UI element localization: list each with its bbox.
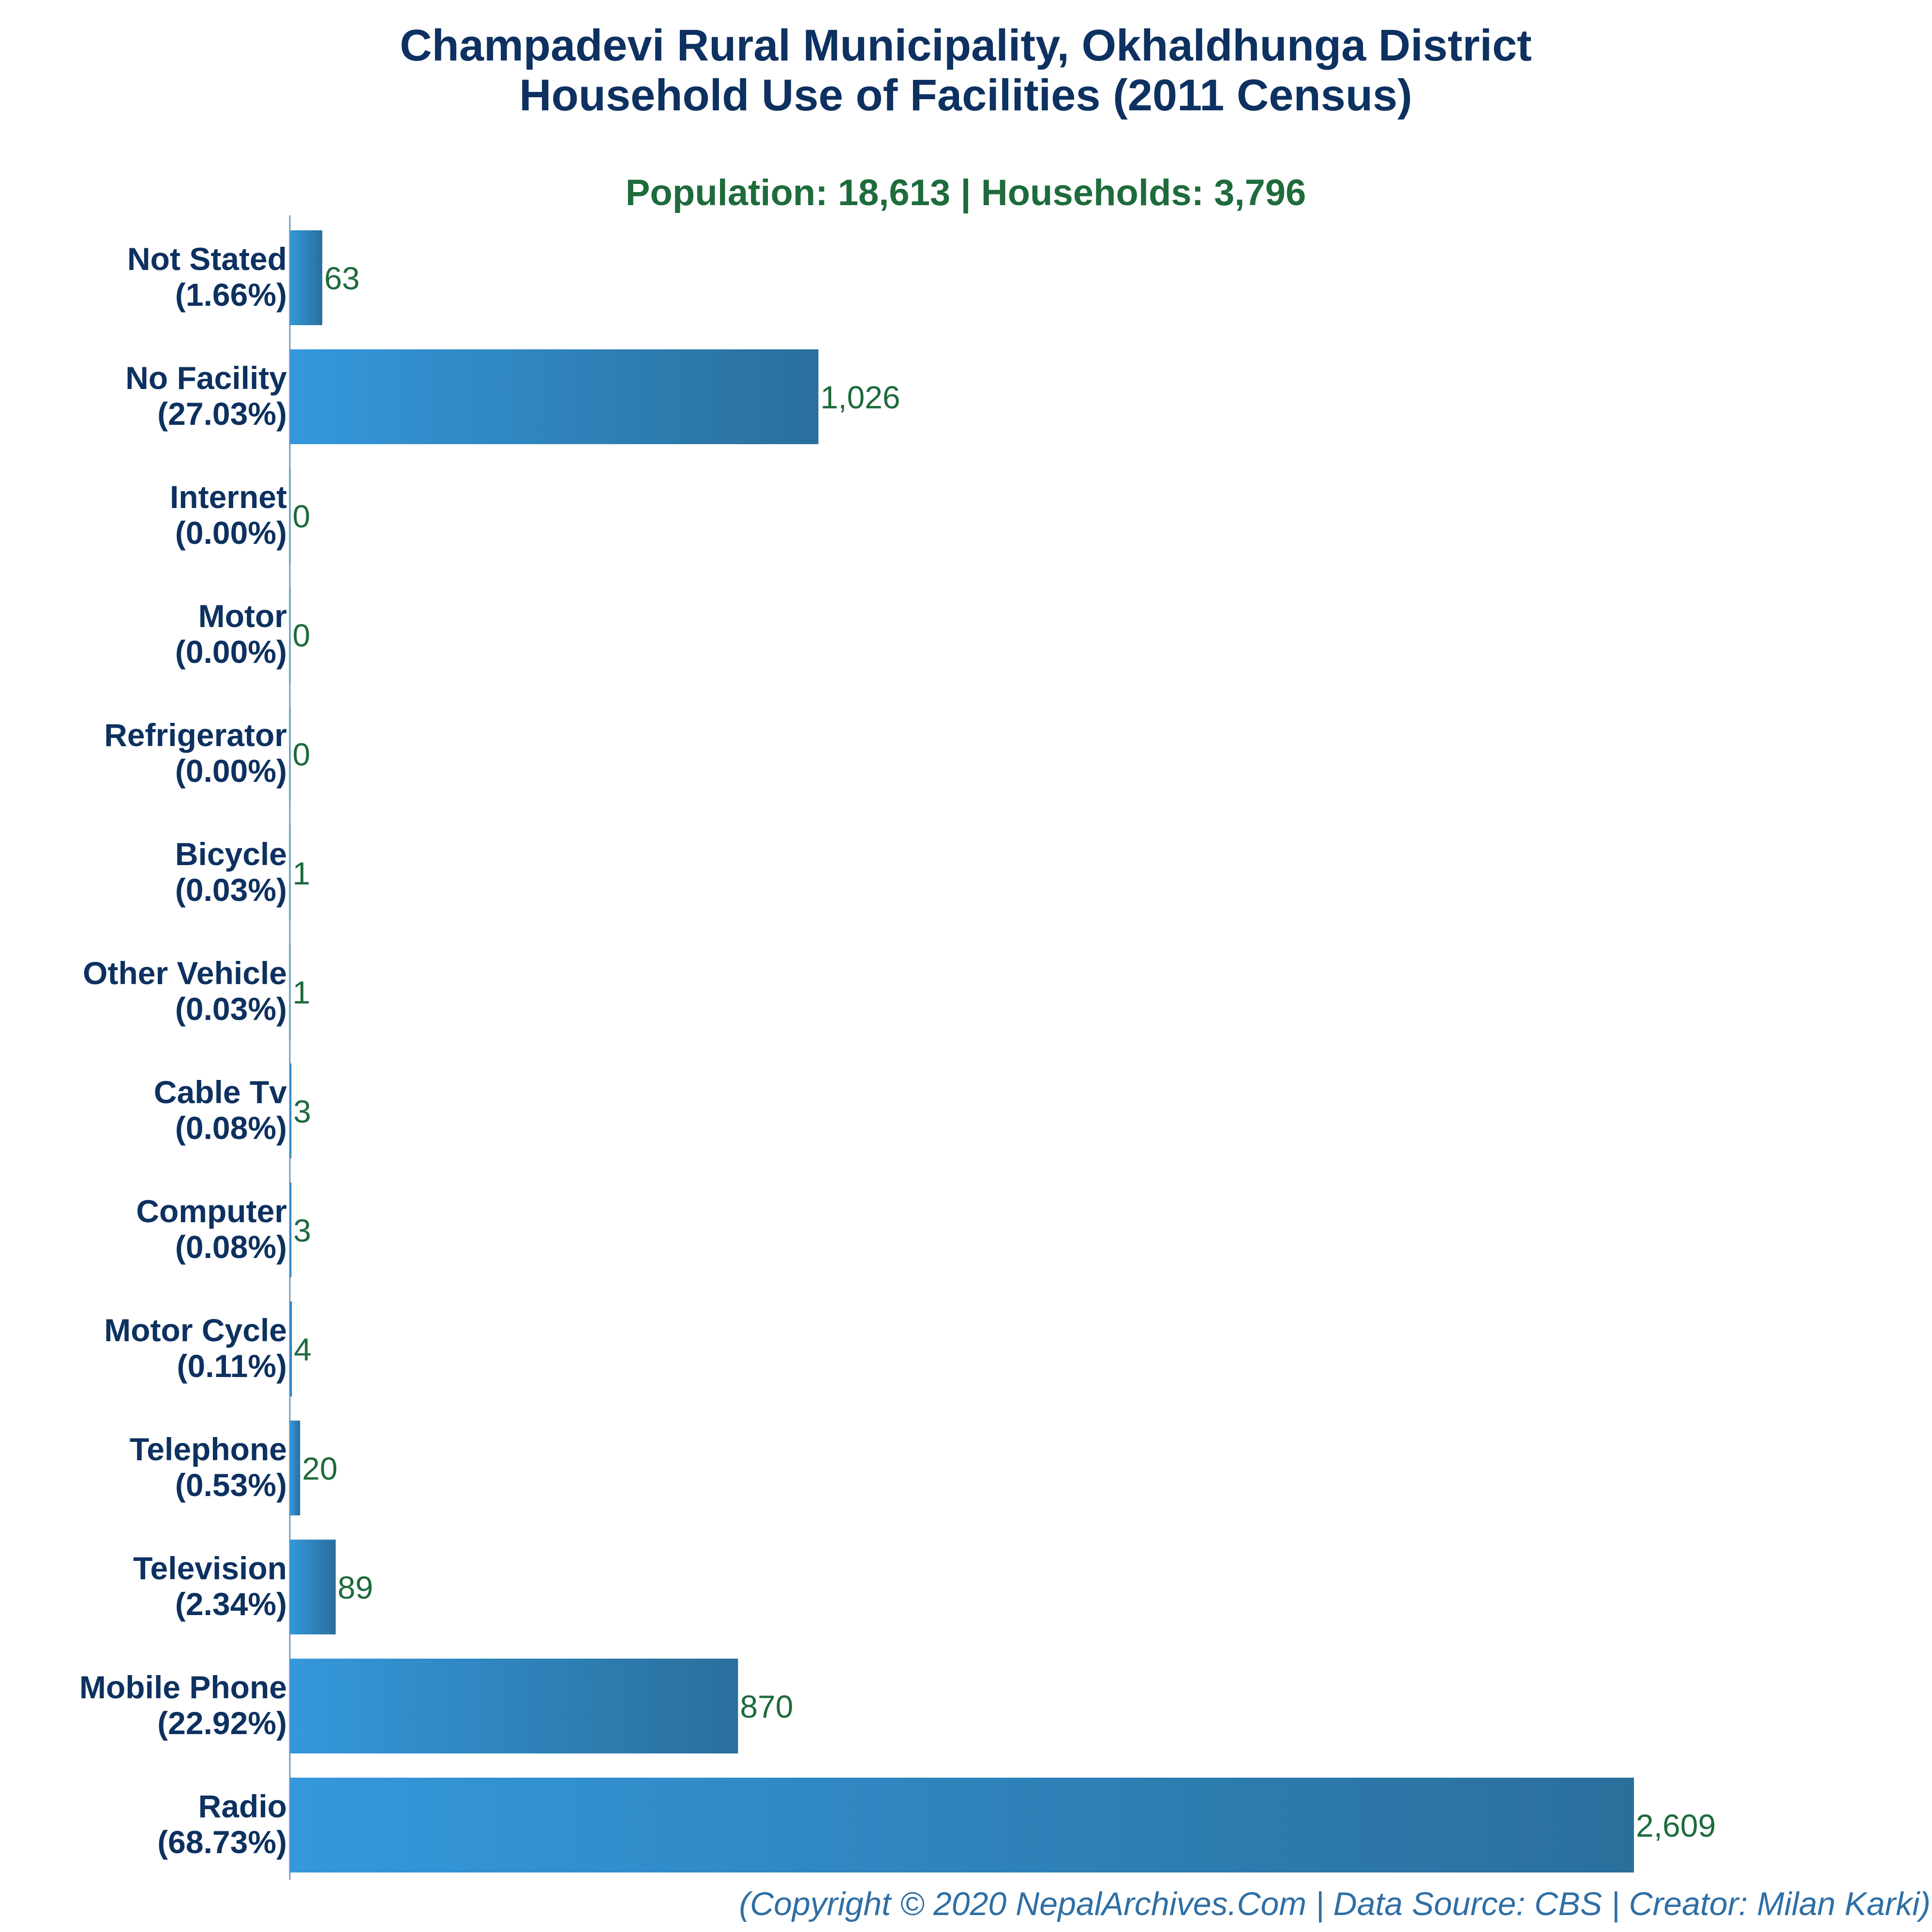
value-label: 1 (293, 974, 311, 1010)
category-label: Motor Cycle (104, 1312, 287, 1348)
category-label: Telephone (130, 1431, 287, 1467)
value-label: 89 (338, 1570, 373, 1605)
category-label: No Facility (125, 360, 287, 396)
category-label: Other Vehicle (83, 955, 287, 991)
category-percent-label: (0.03%) (175, 991, 287, 1027)
bars-group: Not Stated(1.66%) 63 No Facility(27.03%) 1,… (79, 230, 1716, 1872)
bar-not-stated (290, 230, 323, 325)
category-percent-label: (0.03%) (175, 872, 287, 908)
value-label: 870 (740, 1689, 793, 1724)
value-label: 63 (324, 260, 359, 296)
value-label: 0 (293, 617, 311, 653)
category-percent-label: (2.34%) (175, 1586, 287, 1622)
category-percent-label: (0.00%) (175, 753, 287, 789)
value-label: 3 (293, 1093, 311, 1129)
chart-title-line-1: Champadevi Rural Municipality, Okhaldhun… (400, 21, 1532, 70)
bar-motor-cycle (290, 1302, 292, 1396)
category-label: Computer (136, 1193, 287, 1229)
category-label: Television (133, 1550, 287, 1586)
category-label: Cable Tv (154, 1074, 287, 1110)
category-percent-label: (0.00%) (175, 634, 287, 670)
bar-no-facility (290, 349, 819, 444)
bar-internet (290, 468, 291, 563)
category-percent-label: (68.73%) (157, 1824, 287, 1860)
category-percent-label: (0.08%) (175, 1229, 287, 1265)
category-percent-label: (0.53%) (175, 1467, 287, 1503)
value-label: 20 (302, 1451, 337, 1486)
category-label: Mobile Phone (79, 1669, 287, 1705)
category-label: Radio (198, 1788, 287, 1824)
category-label: Refrigerator (104, 717, 287, 753)
bar-cable-tv (290, 1063, 292, 1158)
bar-refrigerator (290, 706, 291, 801)
value-label: 0 (293, 736, 311, 772)
category-label: Internet (170, 479, 287, 515)
bar-television (290, 1540, 336, 1634)
chart-title-line-2: Household Use of Facilities (2011 Census… (519, 71, 1412, 120)
bar-computer (290, 1183, 292, 1277)
value-label: 4 (294, 1332, 312, 1367)
value-label: 0 (293, 498, 311, 534)
category-label: Bicycle (175, 836, 287, 872)
category-label: Not Stated (127, 241, 287, 277)
value-label: 1 (293, 855, 311, 891)
category-percent-label: (22.92%) (157, 1705, 287, 1741)
bar-radio (290, 1778, 1634, 1872)
bar-bicycle (290, 825, 291, 920)
bar-other-vehicle (290, 944, 291, 1039)
bar-motor (290, 587, 291, 682)
chart-footer: (Copyright © 2020 NepalArchives.Com | Da… (739, 1886, 1931, 1922)
category-percent-label: (0.08%) (175, 1110, 287, 1146)
category-percent-label: (0.00%) (175, 515, 287, 551)
category-percent-label: (27.03%) (157, 396, 287, 432)
bar-telephone (290, 1421, 300, 1515)
category-percent-label: (0.11%) (177, 1348, 287, 1384)
value-label: 2,609 (1636, 1808, 1716, 1843)
category-percent-label: (1.66%) (175, 277, 287, 313)
category-label: Motor (198, 598, 287, 634)
value-label: 3 (293, 1213, 311, 1248)
value-label: 1,026 (820, 379, 900, 415)
bar-mobile-phone (290, 1659, 738, 1753)
chart-subtitle: Population: 18,613 | Households: 3,796 (626, 172, 1306, 214)
